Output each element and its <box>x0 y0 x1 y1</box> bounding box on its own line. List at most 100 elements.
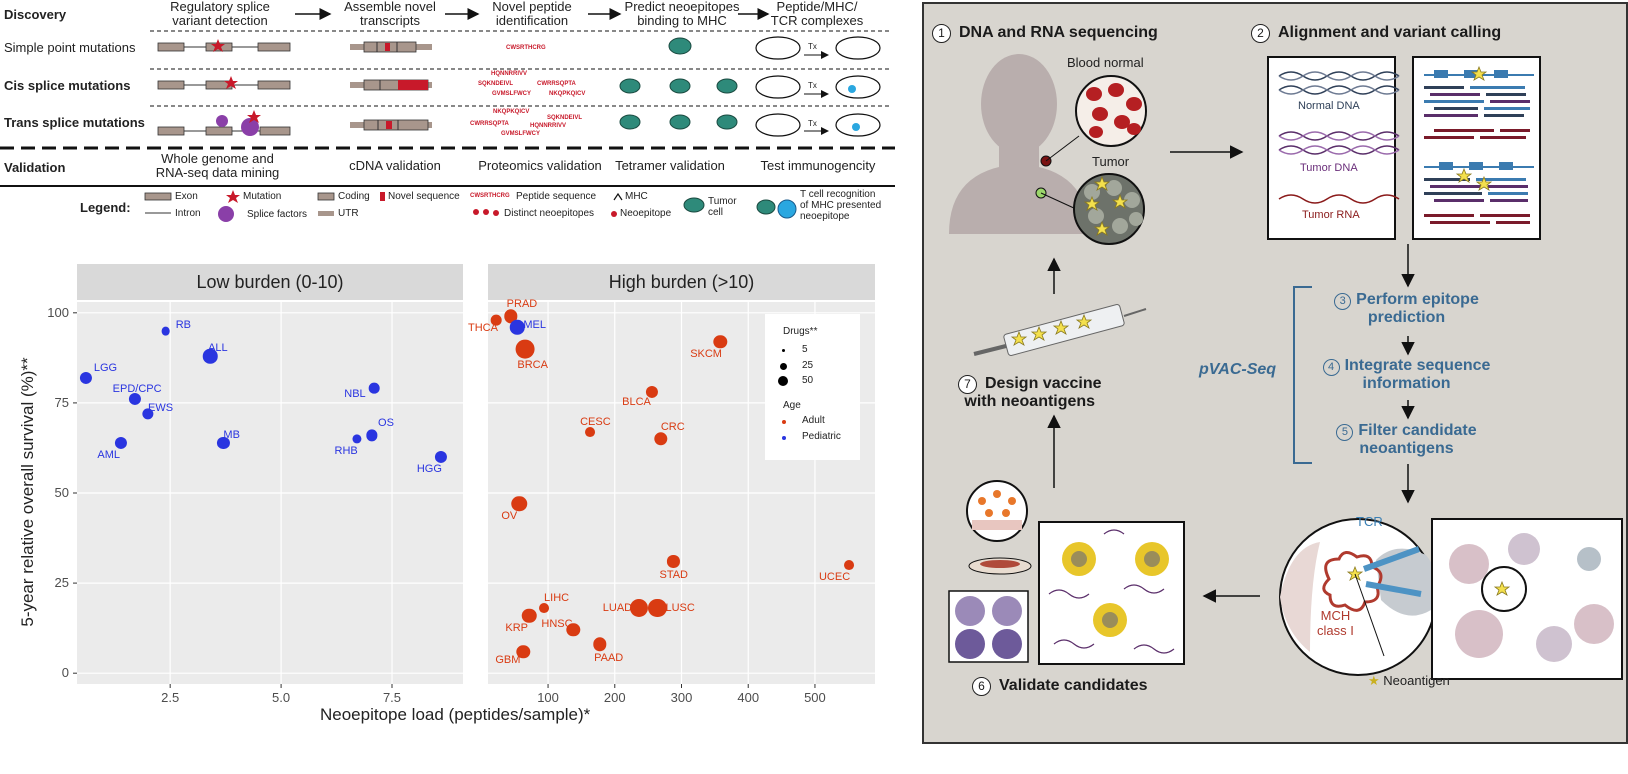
point-lusc <box>648 599 667 618</box>
step3-title: 3 Perform epitope prediction <box>1299 292 1514 326</box>
point-stad <box>667 555 680 568</box>
row-simple: Simple point mutations <box>4 40 136 55</box>
point-paad <box>593 637 607 652</box>
legend-drugs-title: Drugs** <box>783 326 818 337</box>
validation-step-5: Test immunogencity <box>760 158 876 173</box>
point-label: KRP <box>505 621 528 634</box>
peptide: SQKNDEIVL <box>547 115 583 121</box>
point-skcm <box>713 334 727 349</box>
point-aml <box>115 436 128 449</box>
legend-neoepitope: Neoepitope <box>620 208 672 219</box>
point-label: LIHC <box>544 592 570 605</box>
x-tick-label: 5.0 <box>272 690 291 705</box>
dna-strands <box>1278 71 1400 204</box>
legend-tcell: T cell recognition of MHC presented neoe… <box>800 189 882 222</box>
y-tick-label: 75 <box>54 394 69 410</box>
point-thca <box>490 314 502 326</box>
point-hnsc <box>566 623 581 637</box>
legend-size-25 <box>780 363 787 370</box>
y-tick-label: 0 <box>61 665 69 681</box>
step-header-3: Novel peptide identification <box>492 0 572 28</box>
legend-distinct-neoepitopes: Distinct neoepitopes <box>504 208 595 219</box>
legend-peptide-sample: CWSRTHCRG <box>470 193 510 199</box>
peptides-validation <box>1048 529 1175 654</box>
legend-size-25-label: 25 <box>802 360 814 371</box>
legend-size-5 <box>782 349 785 352</box>
facet-high: High burden (>10) <box>488 264 875 300</box>
reads-box <box>1412 56 1541 240</box>
point-cesc <box>585 426 596 437</box>
neoantigen-label: ★ Neoantigen <box>1368 673 1450 688</box>
x-tick-label: 500 <box>804 690 826 705</box>
tumor-rna-label: Tumor RNA <box>1302 209 1360 221</box>
point-label: THCA <box>468 322 498 335</box>
point-label: LUSC <box>665 602 695 615</box>
point-label: AML <box>97 448 120 461</box>
point-krp <box>522 608 537 623</box>
step6-title: 6 Validate candidates <box>972 677 1148 696</box>
elispot-wells <box>955 596 1022 659</box>
blood-normal-label: Blood normal <box>1067 55 1144 70</box>
x-tick-label: 7.5 <box>382 690 402 705</box>
peptide-simple: CWSRTHCRG <box>506 45 546 51</box>
legend-size-50 <box>778 376 788 386</box>
scatter-legend: Drugs** 5 25 50 Age Adult Pediatric <box>765 314 860 460</box>
point-label: CESC <box>580 415 611 428</box>
point-label: HGG <box>416 462 442 475</box>
point-label: NBL <box>344 388 366 401</box>
peptide: SQKNDEIVL <box>478 81 514 87</box>
facet-low: Low burden (0-10) <box>77 264 463 300</box>
gene-cis <box>157 76 291 90</box>
mch-label: MCH class I <box>1317 608 1354 638</box>
row-trans: Trans splice mutations <box>4 115 145 130</box>
tcr-glyph <box>1362 546 1422 597</box>
point-nbl <box>368 383 380 394</box>
point-mb <box>217 436 230 449</box>
peptide: HQNNRRIVV <box>491 71 528 77</box>
step5-title: 5 Filter candidate neoantigens <box>1299 423 1514 457</box>
point-label: LGG <box>93 361 118 374</box>
y-tick-label: 25 <box>54 575 69 591</box>
point-all <box>202 348 218 364</box>
legend-exon: Exon <box>175 191 198 202</box>
validation-step-1: Whole genome and RNA-seq data mining <box>155 151 280 180</box>
tumor-cells <box>619 37 738 130</box>
y-tick-label: 100 <box>47 304 69 320</box>
normal-dna-label: Normal DNA <box>1298 100 1360 112</box>
point-ucec <box>844 560 854 571</box>
step-header-4: Predict neoepitopes binding to MHC <box>624 0 740 28</box>
step1-title: 1 DNA and RNA sequencing <box>932 24 1158 43</box>
point-label: CRC <box>660 420 685 433</box>
tx-label: Tx <box>808 119 817 128</box>
mouse-arrows <box>804 51 829 135</box>
workflow-graphics <box>948 54 1623 680</box>
step4-title: 4 Integrate sequence information <box>1299 358 1514 392</box>
legend-adult-dot <box>782 420 786 424</box>
point-label: LUAD <box>602 602 633 615</box>
point-label: MB <box>223 428 240 441</box>
point-label: OS <box>378 417 394 430</box>
point-lihc <box>539 603 550 614</box>
step-header-5: Peptide/MHC/ TCR complexes <box>770 0 864 28</box>
human-silhouette <box>949 54 1089 234</box>
validation-step-3: Proteomics validation <box>478 158 602 173</box>
point-label: PRAD <box>506 298 538 311</box>
point-blca <box>646 386 659 399</box>
workflow-panel: 1 DNA and RNA sequencing 2 Alignment and v… <box>922 2 1628 744</box>
point-label: EPD/CPC <box>112 383 162 396</box>
point-label: SKCM <box>690 347 722 360</box>
gene-trans <box>157 110 291 136</box>
point-label: RB <box>175 318 192 331</box>
legend-mutation: Mutation <box>243 191 282 202</box>
x-tick-label: 300 <box>670 690 693 705</box>
point-label: GBM <box>495 653 521 666</box>
step7-title: 7 Design vaccine with neoantigens <box>958 375 1102 410</box>
legend-age-title: Age <box>783 400 801 411</box>
mice <box>755 36 881 137</box>
row-validation: Validation <box>4 160 66 175</box>
point-crc <box>654 432 668 446</box>
x-tick-label: 2.5 <box>161 690 180 705</box>
point-label: STAD <box>659 569 689 582</box>
legend-size-50-label: 50 <box>802 375 814 386</box>
point-brca <box>515 339 535 359</box>
